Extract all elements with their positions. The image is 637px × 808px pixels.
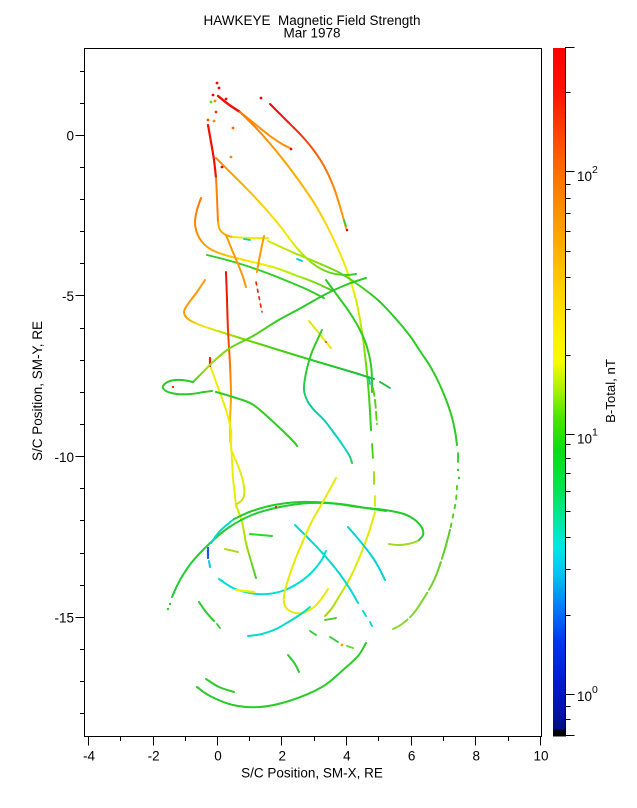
svg-text:-15: -15 — [54, 611, 74, 626]
svg-text:0: 0 — [66, 129, 74, 144]
svg-text:2: 2 — [279, 749, 287, 764]
svg-text:HAWKEYE Magnetic Field Streng: HAWKEYE Magnetic Field Strength — [203, 13, 420, 28]
svg-text:10: 10 — [577, 689, 592, 704]
svg-text:S/C Position, SM-Y, RE: S/C Position, SM-Y, RE — [30, 321, 45, 461]
svg-text:1: 1 — [592, 427, 598, 439]
svg-text:8: 8 — [473, 749, 481, 764]
svg-text:10: 10 — [577, 432, 592, 447]
svg-text:2: 2 — [592, 164, 598, 176]
svg-text:0: 0 — [592, 684, 598, 696]
svg-text:Mar 1978: Mar 1978 — [283, 26, 340, 41]
svg-text:-5: -5 — [62, 289, 74, 304]
svg-text:6: 6 — [408, 749, 416, 764]
svg-text:B-Total, nT: B-Total, nT — [603, 359, 618, 423]
svg-text:S/C Position, SM-X, RE: S/C Position, SM-X, RE — [241, 766, 383, 781]
svg-text:4: 4 — [343, 749, 351, 764]
svg-text:0: 0 — [214, 749, 222, 764]
svg-text:10: 10 — [577, 169, 592, 184]
svg-text:10: 10 — [533, 749, 548, 764]
svg-text:-2: -2 — [148, 749, 160, 764]
svg-text:-10: -10 — [54, 450, 74, 465]
svg-text:-4: -4 — [83, 749, 95, 764]
